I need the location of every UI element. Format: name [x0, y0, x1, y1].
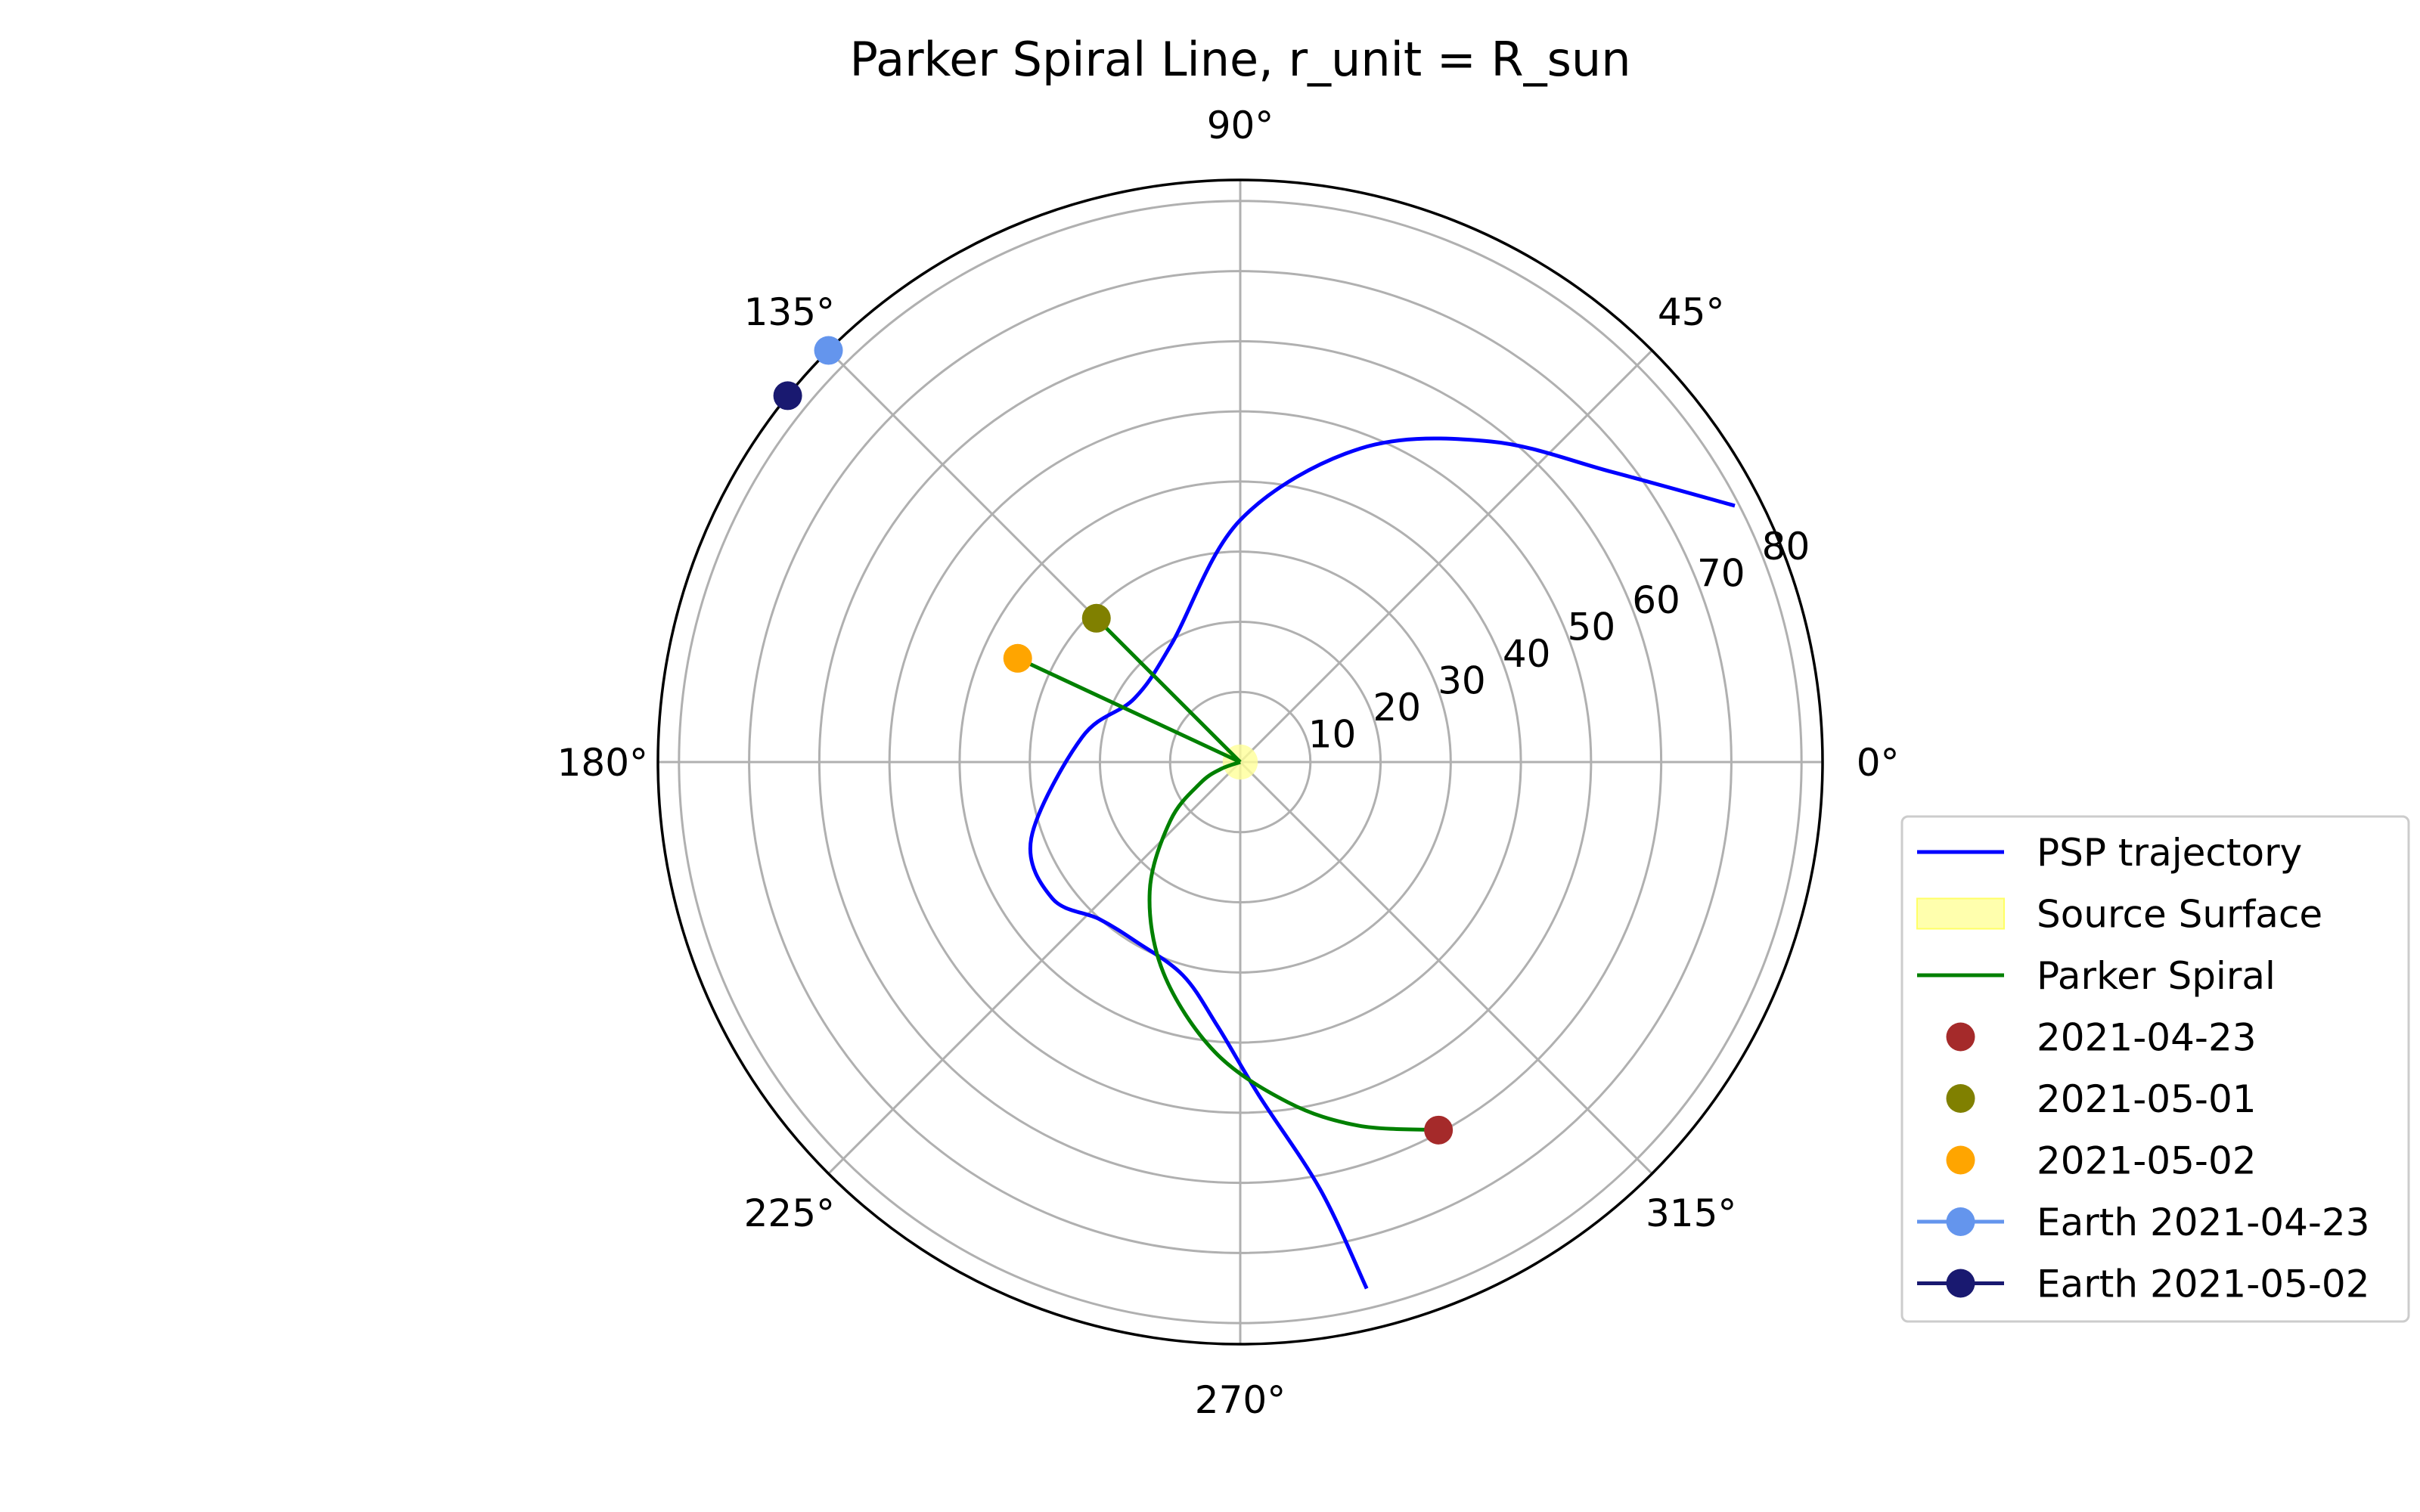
- legend-label: Source Surface: [2037, 893, 2322, 937]
- r-gridline: [678, 200, 1803, 1325]
- parker-spiral-line: [1016, 656, 1242, 764]
- legend: PSP trajectory Source Surface Parker Spira…: [1900, 815, 2410, 1323]
- r-tick-label: 40: [1503, 632, 1551, 676]
- legend-handle-marker: [1946, 1084, 1975, 1113]
- legend-box: [1900, 815, 2410, 1323]
- legend-label: 2021-05-01: [2037, 1077, 2257, 1121]
- theta-gridline: [1239, 349, 1653, 764]
- theta-tick-label: 90°: [1207, 104, 1274, 147]
- theta-gridline: [1239, 761, 1653, 1175]
- legend-handle-marker: [1946, 1022, 1975, 1052]
- legend-label: Earth 2021-05-02: [2037, 1263, 2370, 1306]
- r-gridline: [1168, 690, 1312, 834]
- r-tick-label: 60: [1632, 578, 1680, 622]
- r-gridline: [748, 270, 1733, 1254]
- theta-tick-label: 225°: [744, 1191, 835, 1235]
- legend-handle-marker: [1946, 1145, 1975, 1175]
- r-gridline: [958, 480, 1522, 1044]
- polar-grid: [656, 178, 1824, 1346]
- r-tick-label: 10: [1308, 712, 1357, 756]
- legend-label: Parker Spiral: [2037, 954, 2276, 998]
- psp-trajectory-line: [1028, 436, 1736, 1290]
- theta-tick-label: 315°: [1646, 1191, 1736, 1235]
- theta-tick-label: 0°: [1857, 741, 1900, 785]
- theta-tick-label: 45°: [1658, 290, 1725, 334]
- r-gridline: [1028, 550, 1452, 974]
- chart-title: Parker Spiral Line, r_unit = R_sun: [849, 32, 1630, 87]
- legend-handle-marker: [1946, 1269, 1975, 1298]
- theta-tick-label: 270°: [1195, 1378, 1286, 1422]
- r-gridline: [1098, 620, 1382, 904]
- scatter-point: [1003, 643, 1032, 673]
- polar-frame: [656, 178, 1824, 1346]
- legend-label: PSP trajectory: [2037, 831, 2302, 875]
- legend-label: 2021-04-23: [2037, 1016, 2257, 1060]
- scatter-point: [1081, 603, 1111, 633]
- legend-handle-marker: [1946, 1207, 1975, 1236]
- theta-tick-label: 135°: [744, 290, 835, 334]
- r-tick-label: 20: [1373, 686, 1421, 730]
- scatter-point: [1424, 1115, 1454, 1145]
- tick-labels: 0° 45° 90° 135° 180° 225° 270° 315° 10 20 30 40 50 60…: [557, 104, 1900, 1422]
- theta-gridline: [827, 761, 1242, 1175]
- plot-area: [773, 336, 1736, 1290]
- parker-spiral-line: [1147, 760, 1439, 1132]
- r-tick-label: 80: [1762, 525, 1810, 569]
- r-tick-label: 70: [1697, 551, 1745, 595]
- earth-point: [773, 381, 802, 411]
- parker-spiral-line: [1094, 616, 1242, 764]
- legend-label: Earth 2021-04-23: [2037, 1201, 2370, 1244]
- r-tick-label: 30: [1438, 658, 1486, 702]
- r-tick-label: 50: [1568, 605, 1616, 649]
- earth-point: [814, 336, 843, 365]
- r-gridline: [818, 339, 1663, 1185]
- legend-handle-patch: [1916, 897, 2005, 930]
- theta-tick-label: 180°: [557, 741, 648, 785]
- legend-label: 2021-05-02: [2037, 1139, 2257, 1183]
- r-gridline: [888, 410, 1593, 1114]
